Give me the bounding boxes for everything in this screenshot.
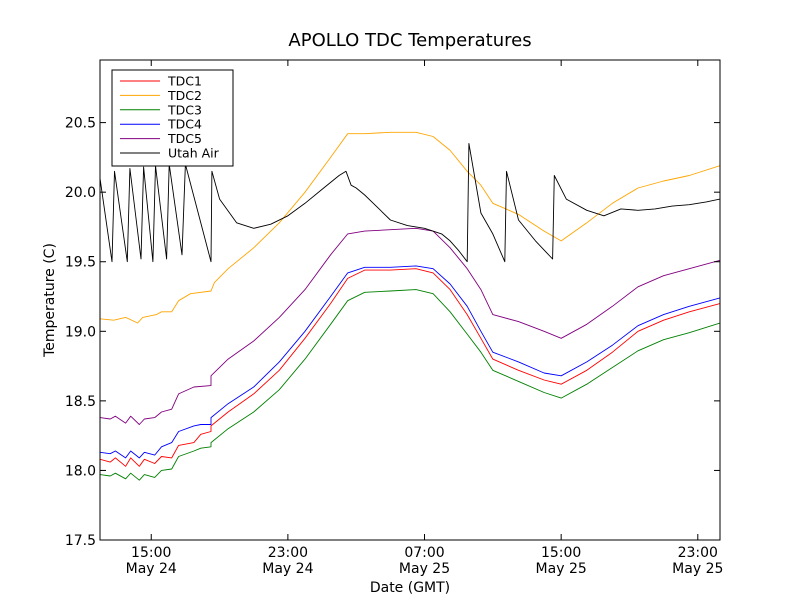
chart-title: APOLLO TDC Temperatures (288, 30, 531, 51)
x-tick-date-label: May 24 (126, 561, 177, 577)
series-line-tdc4 (100, 265, 720, 459)
series-line-tdc3 (100, 289, 720, 481)
plot-area-frame (99, 59, 721, 541)
series-line-tdc1 (100, 268, 720, 467)
x-tick-time-label: 07:00 (404, 545, 444, 561)
y-tick-label: 20.0 (65, 185, 96, 201)
series-line-utah-air (100, 143, 720, 263)
y-tick-label: 20.5 (65, 116, 96, 132)
y-tick-label: 17.5 (65, 533, 96, 549)
legend-label-utah-air: Utah Air (168, 146, 220, 161)
y-tick-label: 18.0 (65, 463, 96, 479)
y-axis-label: Temperature (C) (42, 243, 58, 358)
y-tick-label: 19.0 (65, 324, 96, 340)
x-tick-date-label: May 25 (399, 561, 450, 577)
x-tick-time-label: 23:00 (268, 545, 308, 561)
legend-label-tdc2: TDC2 (167, 88, 202, 103)
x-tick-date-label: May 25 (536, 561, 587, 577)
series-layer (100, 131, 720, 481)
legend-label-tdc1: TDC1 (167, 74, 202, 89)
x-axis-label: Date (GMT) (370, 580, 450, 596)
x-tick-time-label: 23:00 (678, 545, 718, 561)
legend-label-tdc3: TDC3 (167, 102, 202, 117)
series-line-tdc2 (100, 131, 720, 324)
x-tick-date-label: May 25 (672, 561, 723, 577)
x-tick-time-label: 15:00 (541, 545, 581, 561)
series-line-tdc5 (100, 227, 720, 425)
legend-box (111, 69, 234, 167)
y-axis: 17.5 18.0 18.5 19.0 19.5 20.0 20.5 (65, 116, 720, 549)
legend-label-tdc5: TDC5 (167, 131, 202, 146)
y-tick-label: 19.5 (65, 255, 96, 271)
legend-label-tdc4: TDC4 (167, 117, 202, 132)
y-tick-label: 18.5 (65, 394, 96, 410)
x-tick-date-label: May 24 (262, 561, 313, 577)
x-tick-time-label: 15:00 (131, 545, 171, 561)
